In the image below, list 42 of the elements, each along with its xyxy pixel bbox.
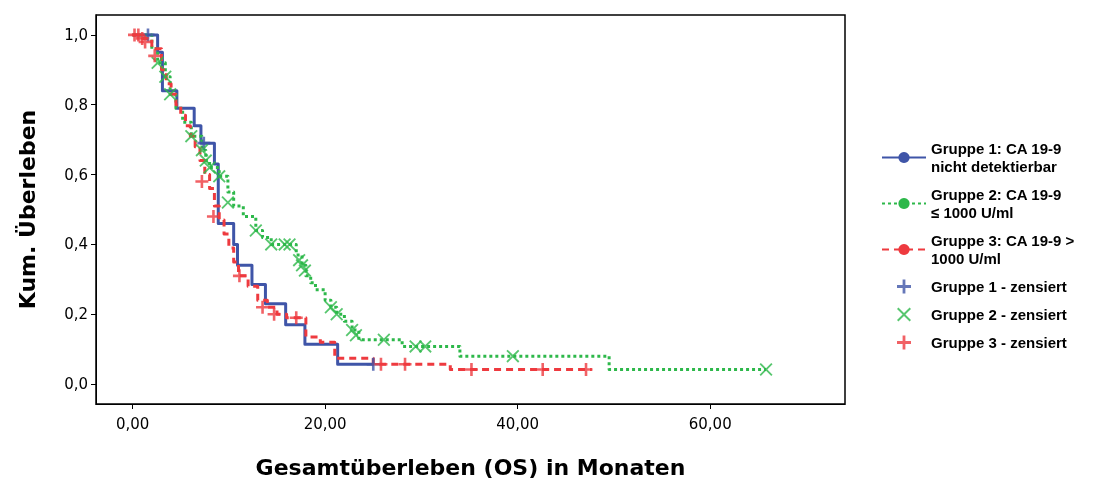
point	[418, 339, 432, 353]
y-axis-title: Kum. Überleben	[14, 109, 40, 310]
point	[195, 143, 209, 157]
x-axis-title: Gesamtüberleben (OS) in Monaten	[255, 454, 686, 480]
legend-label: Gruppe 1: CA 19-9 nicht detektierbar	[931, 140, 1066, 175]
point	[267, 307, 281, 321]
point	[203, 161, 217, 175]
x-tick-label: 40,00	[496, 414, 540, 433]
point	[264, 237, 278, 251]
point	[536, 362, 550, 376]
point	[506, 349, 520, 363]
point	[292, 253, 306, 267]
point	[289, 311, 303, 325]
point	[163, 87, 177, 101]
point	[464, 362, 478, 376]
y-tick-label: 0,2	[64, 305, 88, 324]
point	[349, 328, 363, 342]
y-tick-label: 0,4	[64, 235, 88, 254]
x-tick-label: 0,00	[115, 414, 150, 433]
legend-label: Gruppe 3 - zensiert	[931, 334, 1067, 351]
point	[377, 333, 391, 347]
point	[158, 70, 172, 84]
point	[232, 269, 246, 283]
x-tick-label: 60,00	[688, 414, 732, 433]
point	[256, 300, 270, 314]
point	[212, 169, 226, 183]
y-tick-label: 0,8	[64, 95, 88, 114]
point	[249, 223, 263, 237]
point	[330, 307, 344, 321]
point	[184, 129, 198, 143]
y-tick-label: 0,0	[64, 375, 88, 394]
y-tick-label: 1,0	[64, 25, 88, 44]
y-tick-label: 0,6	[64, 165, 88, 184]
point	[283, 237, 297, 251]
point	[206, 209, 220, 223]
legend-label: Gruppe 3: CA 19-9 > 1000 U/ml	[931, 232, 1079, 267]
legend-label: Gruppe 1 - zensiert	[931, 278, 1067, 295]
point	[148, 49, 162, 63]
legend-label: Gruppe 2 - zensiert	[931, 306, 1067, 323]
legend-label: Gruppe 2: CA 19-9 ≤ 1000 U/ml	[931, 186, 1066, 221]
point	[195, 175, 209, 189]
x-tick-label: 20,00	[303, 414, 347, 433]
